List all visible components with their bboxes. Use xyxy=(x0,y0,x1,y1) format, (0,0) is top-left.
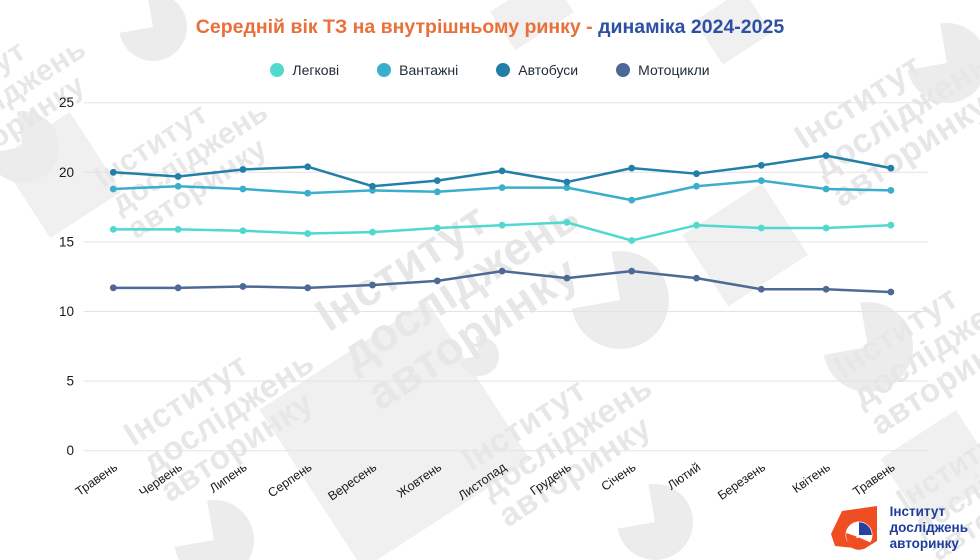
data-point xyxy=(822,185,830,193)
data-point xyxy=(239,185,247,193)
data-point xyxy=(693,182,700,190)
data-point xyxy=(757,285,765,293)
y-tick-label: 5 xyxy=(66,374,74,389)
legend-item-avtobusy[interactable]: Автобуси xyxy=(496,62,578,78)
data-point xyxy=(498,267,506,275)
x-tick-label: Лютий xyxy=(665,460,703,493)
data-point xyxy=(887,288,895,296)
data-point xyxy=(887,186,895,194)
x-tick-label: Квітень xyxy=(790,460,833,496)
page-title: Середній вік ТЗ на внутрішньому ринку - … xyxy=(0,16,980,39)
legend-label: Мотоцикли xyxy=(638,62,710,78)
x-tick-label: Січень xyxy=(599,460,639,494)
data-point xyxy=(369,228,376,236)
data-point xyxy=(174,182,182,190)
data-point xyxy=(563,178,571,186)
x-tick-label: Липень xyxy=(207,460,250,496)
data-point xyxy=(174,173,182,180)
brand-logo: Інститут досліджень авторинку xyxy=(829,504,968,552)
x-tick-label: Грудень xyxy=(528,460,574,498)
y-tick-label: 0 xyxy=(66,443,74,458)
brand-line-1: Інститут xyxy=(889,504,946,520)
x-tick-label: Червень xyxy=(137,460,185,500)
x-tick-label: Листопад xyxy=(456,460,510,503)
data-point xyxy=(304,284,312,292)
x-tick-label: Травень xyxy=(851,460,898,499)
data-point xyxy=(109,284,117,292)
legend-item-motocykly[interactable]: Мотоцикли xyxy=(616,62,710,78)
data-point xyxy=(887,164,895,172)
brand-line-2: досліджень xyxy=(889,520,968,536)
x-tick-label: Травень xyxy=(73,460,120,499)
data-point xyxy=(628,267,636,275)
data-point xyxy=(498,184,506,192)
data-point xyxy=(628,196,636,204)
data-point xyxy=(433,277,441,285)
legend-marker-avtobusy xyxy=(496,63,511,77)
data-point xyxy=(628,164,636,172)
data-point xyxy=(304,230,312,237)
legend-marker-vantazhni xyxy=(377,63,392,77)
data-point xyxy=(109,225,117,233)
x-tick-label: Вересень xyxy=(325,460,379,503)
legend-item-lehkovi[interactable]: Легкові xyxy=(270,62,339,78)
data-point xyxy=(693,221,700,229)
data-point xyxy=(109,168,117,176)
data-point xyxy=(239,283,247,290)
data-point xyxy=(887,221,895,229)
y-tick-label: 20 xyxy=(59,165,74,180)
data-point xyxy=(433,188,441,196)
data-point xyxy=(693,274,700,282)
x-tick-label: Жовтень xyxy=(394,460,444,501)
brand-logo-text: Інститут досліджень авторинку xyxy=(890,504,968,552)
data-point xyxy=(822,285,830,293)
y-tick-label: 10 xyxy=(59,304,74,319)
data-point xyxy=(174,284,182,292)
data-point xyxy=(757,161,765,169)
data-point xyxy=(563,184,571,192)
data-point xyxy=(563,219,571,226)
data-point xyxy=(369,182,376,190)
legend-label: Автобуси xyxy=(518,62,579,78)
data-point xyxy=(304,163,312,171)
x-tick-label: Березень xyxy=(715,460,768,503)
data-point xyxy=(757,224,765,232)
data-point xyxy=(498,167,506,175)
data-point xyxy=(693,170,700,178)
data-point xyxy=(822,224,830,232)
brand-line-3: авторинку xyxy=(889,535,959,551)
data-point xyxy=(239,227,247,235)
data-point xyxy=(109,185,117,193)
data-point xyxy=(174,225,182,233)
legend-item-vantazhni[interactable]: Вантажні xyxy=(377,62,458,78)
data-point xyxy=(239,166,247,173)
data-point xyxy=(433,224,441,232)
data-point xyxy=(369,281,376,289)
title-suffix: динаміка 2024-2025 xyxy=(598,16,785,38)
data-point xyxy=(628,237,636,244)
data-point xyxy=(433,177,441,185)
x-tick-label: Серпень xyxy=(265,460,314,500)
legend-label: Легкові xyxy=(292,62,340,78)
data-point xyxy=(757,177,765,185)
data-point xyxy=(563,274,571,282)
data-point xyxy=(822,152,830,159)
chart-legend: Легкові Вантажні Автобуси Мотоцикли xyxy=(0,62,980,78)
legend-marker-lehkovi xyxy=(270,63,285,77)
data-point xyxy=(498,221,506,229)
y-tick-label: 15 xyxy=(59,234,74,249)
title-main: Середній вік ТЗ на внутрішньому ринку - xyxy=(195,16,599,38)
data-point xyxy=(304,189,312,197)
legend-label: Вантажні xyxy=(399,62,459,78)
brand-logo-icon xyxy=(830,506,877,550)
y-tick-label: 25 xyxy=(59,95,74,110)
legend-marker-motocykly xyxy=(616,63,631,77)
